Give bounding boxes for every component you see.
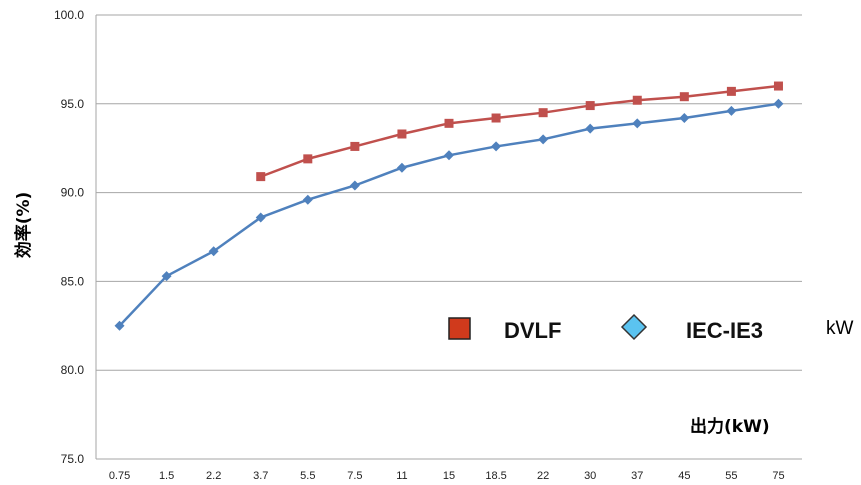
y-tick-label: 75.0 — [61, 452, 85, 466]
series-iec-ie3 — [114, 98, 784, 331]
data-point-diamond — [396, 162, 407, 173]
data-point-square — [256, 172, 266, 182]
data-point-square — [350, 141, 360, 151]
y-tick-label: 80.0 — [61, 363, 85, 377]
legend-label-dvlf: DVLF — [504, 318, 561, 343]
y-tick-label: 85.0 — [61, 274, 85, 288]
series-dvlf — [256, 81, 783, 182]
legend-label-iec-ie3: IEC-IE3 — [686, 318, 763, 343]
legend-marker-dvlf — [448, 317, 471, 340]
data-point-square — [303, 154, 313, 164]
data-point-square — [444, 118, 454, 128]
data-point-square — [585, 101, 595, 111]
x-tick-label: 22 — [537, 470, 549, 482]
x-tick-labels: 0.75 1.5 2.2 3.7 5.5 7.5 11 15 18.5 22 30 37 45 55 75 — [109, 470, 785, 482]
legend-marker-iec-ie3 — [620, 313, 648, 341]
data-point-diamond — [255, 212, 266, 223]
x-tick-label: 45 — [678, 470, 690, 482]
y-tick-label: 95.0 — [61, 97, 85, 111]
y-axis-label: 効率(%) — [13, 192, 34, 259]
data-point-square — [491, 113, 501, 123]
x-tick-label: 1.5 — [159, 470, 174, 482]
data-point-square — [632, 95, 642, 105]
data-point-diamond — [538, 134, 549, 145]
series-line — [260, 84, 779, 178]
x-tick-label: 7.5 — [347, 470, 362, 482]
series-line — [118, 102, 779, 327]
data-point-diamond — [349, 180, 360, 191]
data-point-square — [726, 86, 736, 96]
data-point-diamond — [161, 271, 172, 282]
legend: DVLF IEC-IE3 — [448, 313, 763, 343]
data-point-square — [773, 81, 783, 91]
x-tick-label: 55 — [725, 470, 737, 482]
y-tick-labels: 75.0 80.0 85.0 90.0 95.0 100.0 — [54, 8, 84, 466]
data-point-diamond — [208, 246, 219, 257]
data-point-diamond — [491, 141, 502, 152]
data-point-square — [679, 92, 689, 102]
unit-label: kW — [826, 318, 854, 339]
data-point-square — [397, 129, 407, 139]
data-point-diamond — [632, 118, 643, 129]
data-point-diamond — [114, 320, 125, 331]
x-tick-label: 18.5 — [485, 470, 506, 482]
x-tick-label: 11 — [396, 470, 407, 482]
x-tick-label: 5.5 — [300, 470, 315, 482]
x-tick-label: 75 — [772, 470, 784, 482]
y-tick-label: 90.0 — [61, 186, 85, 200]
data-point-diamond — [302, 194, 313, 205]
data-point-diamond — [444, 150, 454, 161]
x-tick-label: 3.7 — [253, 470, 268, 482]
data-point-diamond — [585, 123, 596, 134]
data-point-diamond — [773, 98, 784, 109]
data-point-diamond — [726, 105, 737, 116]
grid-lines — [95, 14, 802, 460]
x-tick-label: 37 — [631, 470, 643, 482]
y-tick-label: 100.0 — [54, 8, 84, 22]
data-point-square — [538, 108, 548, 118]
series-group — [114, 81, 784, 331]
x-tick-label: 2.2 — [206, 470, 221, 482]
x-axis-label: 出力(kW) — [690, 416, 770, 437]
x-tick-label: 30 — [584, 470, 596, 482]
x-tick-label: 0.75 — [109, 470, 130, 482]
data-point-diamond — [679, 113, 690, 124]
x-tick-label: 15 — [443, 470, 455, 482]
